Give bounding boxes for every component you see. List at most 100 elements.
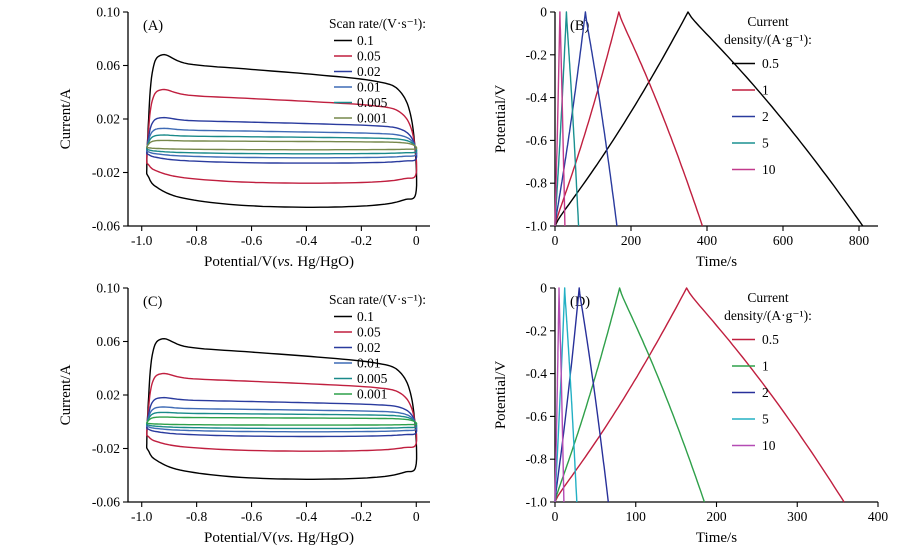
legend-label: 1 <box>762 359 769 374</box>
x-tick-label: 0 <box>552 509 559 524</box>
y-tick-label: -0.4 <box>526 90 548 105</box>
legend: Scan rate/(V·s⁻¹): 0.10.050.020.010.0050.… <box>329 292 426 402</box>
series-line-10 <box>554 287 565 503</box>
y-tick-label: 0.10 <box>96 5 120 20</box>
x-tick-label: 200 <box>706 509 727 524</box>
x-axis-title: Time/s <box>696 254 737 270</box>
y-tick-label: -0.02 <box>92 441 120 456</box>
chart-D: 0 100 200 300 400 0 -0.2 -0.4 -0.6 -0.8 -1.0 Time/s… <box>493 281 888 547</box>
y-tick-label: 0 <box>540 5 547 20</box>
y-tick-label: -0.06 <box>92 219 120 234</box>
legend-label: 0.01 <box>357 356 381 371</box>
panel-B: 0 200 400 600 800 0 -0.2 -0.4 -0.6 -0.8 -1.0 Time/s… <box>450 0 900 276</box>
x-axis-title: Time/s <box>696 530 737 546</box>
y-tick-label: 0.02 <box>96 388 120 403</box>
y-axis-title: Current/A <box>58 364 74 425</box>
legend-title: density/(A·g⁻¹): <box>724 32 812 47</box>
y-tick-label: -0.6 <box>526 133 548 148</box>
x-tick-label: 100 <box>626 509 647 524</box>
series-line-1 <box>554 11 704 227</box>
chart-B: 0 200 400 600 800 0 -0.2 -0.4 -0.6 -0.8 -1.0 Time/s… <box>493 5 878 270</box>
y-tick-label: -0.2 <box>526 323 547 338</box>
x-tick-label: 300 <box>787 509 808 524</box>
legend-label: 10 <box>762 162 776 177</box>
legend-label: 1 <box>762 83 769 98</box>
series-line-0.005 <box>146 411 418 430</box>
y-tick-label: 0.10 <box>96 281 120 296</box>
y-tick-label: -0.02 <box>92 165 120 180</box>
series-line-0.01 <box>146 127 418 159</box>
y-tick-label: 0.02 <box>96 112 120 127</box>
legend-title: Scan rate/(V·s⁻¹): <box>329 16 426 31</box>
series-line-0.05 <box>146 372 418 452</box>
legend-label: 0.05 <box>357 49 381 64</box>
x-tick-label: -0.2 <box>351 233 372 248</box>
x-tick-label: 0 <box>413 233 420 248</box>
y-tick-label: 0.06 <box>96 334 120 349</box>
x-tick-label: 400 <box>697 233 718 248</box>
y-tick-label: -0.06 <box>92 495 120 510</box>
y-tick-label: -0.4 <box>526 366 548 381</box>
legend: Current density/(A·g⁻¹): 0.5 1 2 5 10 <box>724 290 812 453</box>
legend-label: 0.05 <box>357 325 381 340</box>
x-tick-label: 0 <box>413 509 420 524</box>
legend-title: density/(A·g⁻¹): <box>724 308 812 323</box>
y-tick-label: -0.8 <box>526 452 548 467</box>
y-axis-title: Potential/V <box>493 85 509 153</box>
legend-label: 0.5 <box>762 56 779 71</box>
legend-label: 0.5 <box>762 332 779 347</box>
y-tick-label: -1.0 <box>526 495 548 510</box>
series-line-0.5 <box>554 287 845 503</box>
legend-title: Current <box>747 290 788 305</box>
series-line-5 <box>554 287 578 503</box>
y-tick-label: -0.2 <box>526 47 547 62</box>
panel-label: (D) <box>570 294 590 310</box>
series-line-0.001 <box>146 416 418 426</box>
legend-label: 5 <box>762 136 769 151</box>
axis-lines <box>554 288 878 503</box>
panel-A: -1.0 -0.8 -0.6 -0.4 -0.2 0 0.10 0.06 0.02 -0.02 -0… <box>0 0 450 276</box>
y-tick-label: 0.06 <box>96 58 120 73</box>
series-line-0.005 <box>146 134 418 155</box>
legend-label: 10 <box>762 438 776 453</box>
series-line-0.05 <box>146 88 418 184</box>
x-tick-label: -0.4 <box>296 233 318 248</box>
legend-label: 5 <box>762 412 769 427</box>
x-tick-label: -0.2 <box>351 509 372 524</box>
y-tick-label: -0.6 <box>526 409 548 424</box>
x-tick-label: 200 <box>621 233 642 248</box>
y-axis-title: Potential/V <box>493 361 509 429</box>
legend: Scan rate/(V·s⁻¹): 0.10.050.020.010.0050.… <box>329 16 426 126</box>
legend-label: 0.005 <box>357 371 388 386</box>
legend-label: 2 <box>762 385 769 400</box>
legend-label: 0.1 <box>357 33 374 48</box>
x-tick-label: -0.8 <box>186 509 208 524</box>
panel-C: -1.0 -0.8 -0.6 -0.4 -0.2 0 0.10 0.06 0.02 -0.02 -0… <box>0 276 450 552</box>
x-tick-label: 800 <box>849 233 870 248</box>
y-tick-label: -0.8 <box>526 176 548 191</box>
x-tick-label: -1.0 <box>131 509 153 524</box>
legend-label: 0.02 <box>357 64 381 79</box>
legend-title: Scan rate/(V·s⁻¹): <box>329 292 426 307</box>
x-tick-label: 600 <box>773 233 794 248</box>
panel-label: (A) <box>143 18 163 34</box>
series-line-0.1 <box>146 53 418 208</box>
series-line-0.5 <box>554 11 864 227</box>
legend-label: 0.02 <box>357 340 381 355</box>
legend-label: 0.1 <box>357 309 374 324</box>
legend-label: 0.005 <box>357 95 388 110</box>
series-line-0.001 <box>146 139 418 151</box>
legend-label: 0.001 <box>357 111 387 126</box>
legend-label: 0.01 <box>357 80 381 95</box>
panel-label: (C) <box>143 294 163 310</box>
x-tick-label: -0.6 <box>241 509 263 524</box>
x-tick-label: -0.6 <box>241 233 263 248</box>
legend-title: Current <box>747 14 788 29</box>
panel-D: 0 100 200 300 400 0 -0.2 -0.4 -0.6 -0.8 -1.0 Time/s… <box>450 276 900 552</box>
x-axis-title: Potential/V(vs. Hg/HgO) <box>204 530 354 546</box>
x-tick-label: 0 <box>552 233 559 248</box>
chart-A: -1.0 -0.8 -0.6 -0.4 -0.2 0 0.10 0.06 0.02 -0.02 -0… <box>58 5 430 270</box>
y-tick-label: -1.0 <box>526 219 548 234</box>
series-line-10 <box>554 11 566 227</box>
